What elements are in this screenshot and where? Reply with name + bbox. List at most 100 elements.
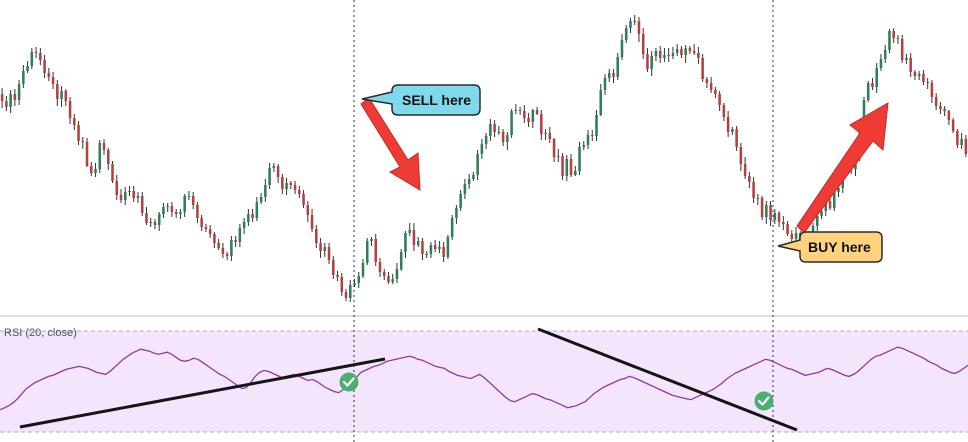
candle: [30, 52, 34, 66]
candle: [748, 176, 751, 182]
candle: [157, 214, 161, 225]
candle: [599, 90, 603, 115]
candle: [450, 218, 454, 237]
candle: [684, 48, 687, 55]
candle: [756, 198, 760, 199]
candle: [179, 212, 182, 214]
candle: [221, 248, 225, 254]
candle: [612, 73, 615, 77]
candle: [22, 71, 25, 84]
candle: [922, 74, 925, 82]
candle: [442, 247, 445, 257]
candle: [472, 175, 475, 179]
candle: [429, 245, 433, 254]
candle: [119, 195, 123, 200]
candle: [230, 240, 233, 256]
candle: [637, 21, 641, 34]
candle: [900, 39, 904, 60]
candle: [378, 262, 382, 272]
candle: [697, 53, 700, 58]
candle: [5, 101, 8, 107]
candle: [866, 83, 870, 100]
candle: [106, 150, 110, 164]
candle: [395, 269, 399, 279]
candle: [909, 58, 912, 72]
candle: [344, 292, 348, 298]
candle: [633, 21, 636, 22]
candle: [145, 213, 148, 223]
candle: [540, 114, 543, 134]
candle: [518, 110, 522, 111]
candle: [501, 132, 505, 142]
candle: [43, 60, 46, 73]
candle: [582, 145, 586, 147]
candle: [132, 191, 136, 198]
candle: [391, 279, 394, 282]
candle: [255, 202, 259, 218]
candle: [170, 206, 174, 212]
candle: [268, 168, 271, 185]
candle: [289, 183, 293, 185]
candle: [947, 111, 951, 120]
candle: [624, 28, 628, 40]
candle: [871, 83, 874, 87]
candle: [353, 283, 356, 285]
candle: [786, 224, 789, 234]
candle: [557, 156, 560, 157]
candle: [259, 197, 263, 202]
candle: [213, 234, 216, 243]
candle: [641, 34, 645, 54]
candle: [714, 90, 717, 94]
candle: [930, 83, 934, 97]
candle: [196, 205, 199, 218]
candle: [370, 239, 373, 241]
candle: [552, 139, 556, 157]
candle: [964, 139, 968, 154]
rsi-title: RSI (20, close): [4, 327, 77, 339]
candle: [760, 198, 764, 217]
candle: [123, 192, 127, 200]
candle: [917, 74, 921, 76]
candle: [446, 237, 450, 257]
candle: [68, 101, 72, 118]
candle: [548, 133, 552, 139]
candle: [934, 97, 938, 106]
candle: [820, 211, 823, 216]
candle: [790, 234, 794, 239]
candle: [709, 83, 713, 90]
candle: [416, 241, 420, 245]
candle: [535, 110, 539, 114]
candle: [616, 57, 620, 77]
candle: [387, 276, 390, 282]
candle: [828, 201, 832, 208]
candle: [735, 129, 738, 147]
candle: [382, 272, 386, 276]
buy-label: BUY here: [808, 239, 871, 255]
candle: [862, 100, 866, 127]
candle: [476, 154, 479, 175]
candle: [47, 73, 51, 77]
candle: [463, 184, 467, 194]
candle: [94, 169, 97, 173]
candle: [9, 94, 12, 107]
candle: [956, 131, 959, 145]
candle: [166, 206, 169, 207]
candle: [425, 254, 428, 255]
candle: [102, 143, 106, 150]
candle: [77, 125, 80, 141]
candle: [514, 110, 518, 111]
candle: [285, 183, 288, 189]
candle: [816, 216, 819, 226]
candle: [879, 59, 883, 68]
candle: [433, 245, 437, 249]
candle: [293, 185, 297, 190]
candle: [162, 207, 165, 214]
candle: [421, 241, 424, 254]
candle: [13, 94, 17, 100]
candle: [306, 205, 310, 215]
candle: [272, 166, 276, 168]
candle: [200, 218, 203, 227]
candle: [489, 124, 492, 136]
candle: [773, 213, 777, 220]
